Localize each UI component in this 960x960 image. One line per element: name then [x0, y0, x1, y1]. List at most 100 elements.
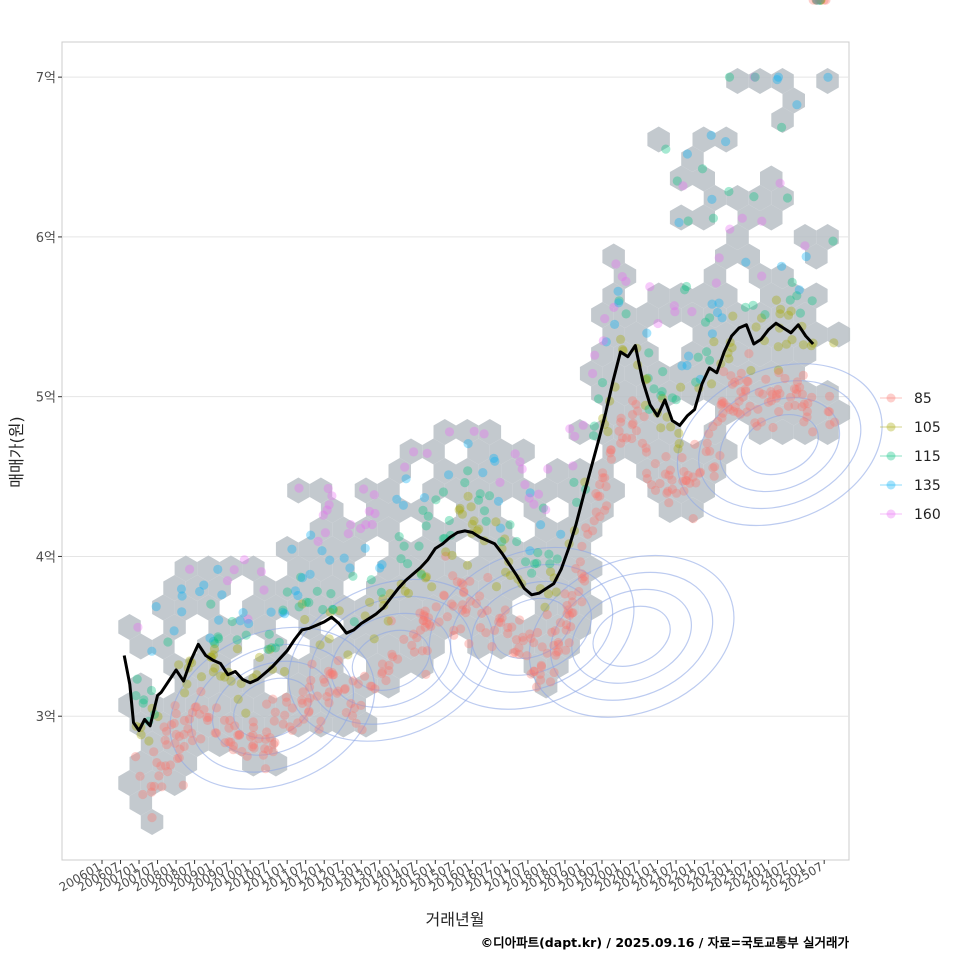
hex-bin — [546, 614, 569, 640]
hex-bin — [354, 477, 378, 504]
data-point-115 — [213, 632, 223, 642]
data-point-115 — [597, 378, 608, 388]
data-point-85 — [169, 718, 179, 729]
hex-bin — [411, 497, 434, 523]
data-point-160 — [320, 528, 330, 538]
data-point-85 — [577, 569, 587, 579]
data-point-115 — [593, 394, 604, 404]
data-point-135 — [151, 602, 161, 612]
hex-bin — [681, 302, 704, 328]
data-point-115 — [326, 589, 336, 599]
hex-bin — [230, 692, 254, 718]
hex-bin — [411, 575, 434, 601]
data-point-85 — [199, 705, 209, 715]
data-point-85 — [260, 744, 270, 754]
data-point-85 — [554, 639, 564, 650]
data-point-85 — [766, 396, 776, 406]
hex-bin — [253, 653, 276, 679]
data-point-160 — [327, 491, 337, 501]
data-point-85 — [341, 708, 351, 718]
hex-bin — [422, 477, 445, 504]
data-point-85 — [717, 399, 727, 409]
data-point-85 — [549, 640, 559, 651]
data-point-115 — [206, 599, 216, 609]
data-point-115 — [828, 236, 838, 246]
data-point-105 — [421, 572, 432, 582]
hex-bin — [399, 438, 423, 465]
hex-bin — [692, 477, 715, 504]
data-point-135 — [213, 564, 223, 575]
data-point-85 — [595, 491, 605, 501]
data-point-105 — [709, 337, 719, 347]
hex-bin — [478, 458, 502, 484]
hex-bin — [613, 419, 637, 445]
hex-bin — [647, 477, 670, 504]
data-point-115 — [750, 72, 760, 82]
data-point-85 — [733, 407, 743, 417]
data-point-85 — [196, 686, 206, 697]
data-point-85 — [220, 738, 230, 748]
data-point-85 — [448, 571, 458, 581]
data-point-85 — [717, 413, 727, 423]
hex-bin — [298, 692, 321, 718]
hex-bin — [456, 458, 479, 484]
hex-bin — [501, 575, 524, 601]
hex-bin — [591, 497, 614, 523]
data-point-85 — [819, 0, 829, 5]
data-point-85 — [723, 402, 733, 412]
data-point-85 — [532, 627, 543, 638]
hex-bin — [703, 419, 727, 445]
legend-key-135 — [886, 480, 896, 490]
data-point-85 — [353, 679, 363, 689]
data-point-105 — [505, 570, 516, 581]
data-point-105 — [324, 634, 334, 644]
data-point-85 — [170, 701, 180, 711]
data-point-160 — [524, 493, 534, 503]
hex-bin — [152, 711, 175, 738]
data-point-85 — [475, 591, 485, 601]
data-point-115 — [705, 355, 715, 365]
data-point-85 — [650, 459, 660, 469]
data-point-105 — [174, 660, 184, 670]
data-point-105 — [666, 422, 676, 432]
legend-key-105 — [886, 422, 896, 432]
data-point-85 — [268, 694, 278, 704]
data-point-85 — [518, 636, 528, 646]
data-point-85 — [555, 618, 566, 628]
hex-bin — [163, 770, 186, 796]
data-point-85 — [224, 737, 234, 747]
data-point-105 — [196, 672, 207, 682]
hex-bin — [748, 341, 772, 367]
density-contour — [740, 414, 819, 476]
hex-bin — [692, 165, 715, 192]
data-point-85 — [719, 398, 729, 408]
data-point-135 — [682, 149, 693, 159]
data-point-135 — [601, 337, 611, 347]
data-point-105 — [674, 439, 684, 449]
hex-bin — [208, 614, 231, 640]
data-point-85 — [797, 389, 808, 399]
data-point-85 — [191, 702, 201, 712]
data-point-115 — [399, 541, 409, 551]
data-point-115 — [702, 347, 712, 357]
hex-bin — [219, 672, 243, 699]
hex-bin — [827, 399, 851, 426]
hex-bin — [309, 633, 333, 660]
data-point-85 — [758, 389, 768, 399]
hex-bin — [287, 555, 310, 582]
data-point-115 — [785, 295, 795, 305]
data-point-115 — [444, 515, 454, 526]
data-point-85 — [797, 402, 807, 412]
data-point-85 — [677, 453, 687, 463]
hex-bin — [388, 497, 411, 523]
data-point-135 — [812, 0, 822, 5]
hex-bin — [579, 516, 603, 543]
data-point-85 — [768, 422, 778, 433]
data-point-85 — [248, 740, 259, 750]
data-point-85 — [269, 739, 279, 749]
hex-bin — [793, 341, 817, 367]
data-point-85 — [242, 751, 252, 761]
data-point-85 — [157, 782, 167, 792]
density-contour — [169, 626, 376, 790]
hex-bin — [501, 614, 524, 640]
